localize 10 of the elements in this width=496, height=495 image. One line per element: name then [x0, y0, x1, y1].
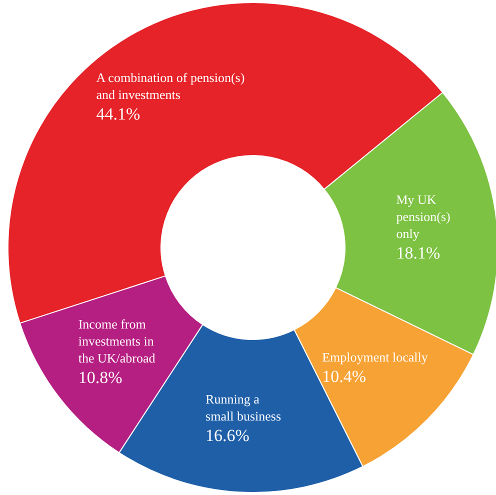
data-label: 10.4%	[322, 367, 366, 386]
slice-label: Running a small business	[206, 392, 282, 424]
slice-label: Employment locally	[322, 350, 428, 365]
slice-label: Income from investments in the UK/abroad	[78, 316, 156, 366]
data-label: 44.1%	[96, 104, 140, 124]
slice-label: A combination of pension(s) and investments	[96, 70, 245, 102]
slice-label: My UK pension(s) only	[396, 192, 450, 242]
data-label: 10.8%	[78, 368, 122, 387]
data-label: 16.6%	[206, 426, 250, 446]
data-label: 18.1%	[396, 244, 440, 263]
